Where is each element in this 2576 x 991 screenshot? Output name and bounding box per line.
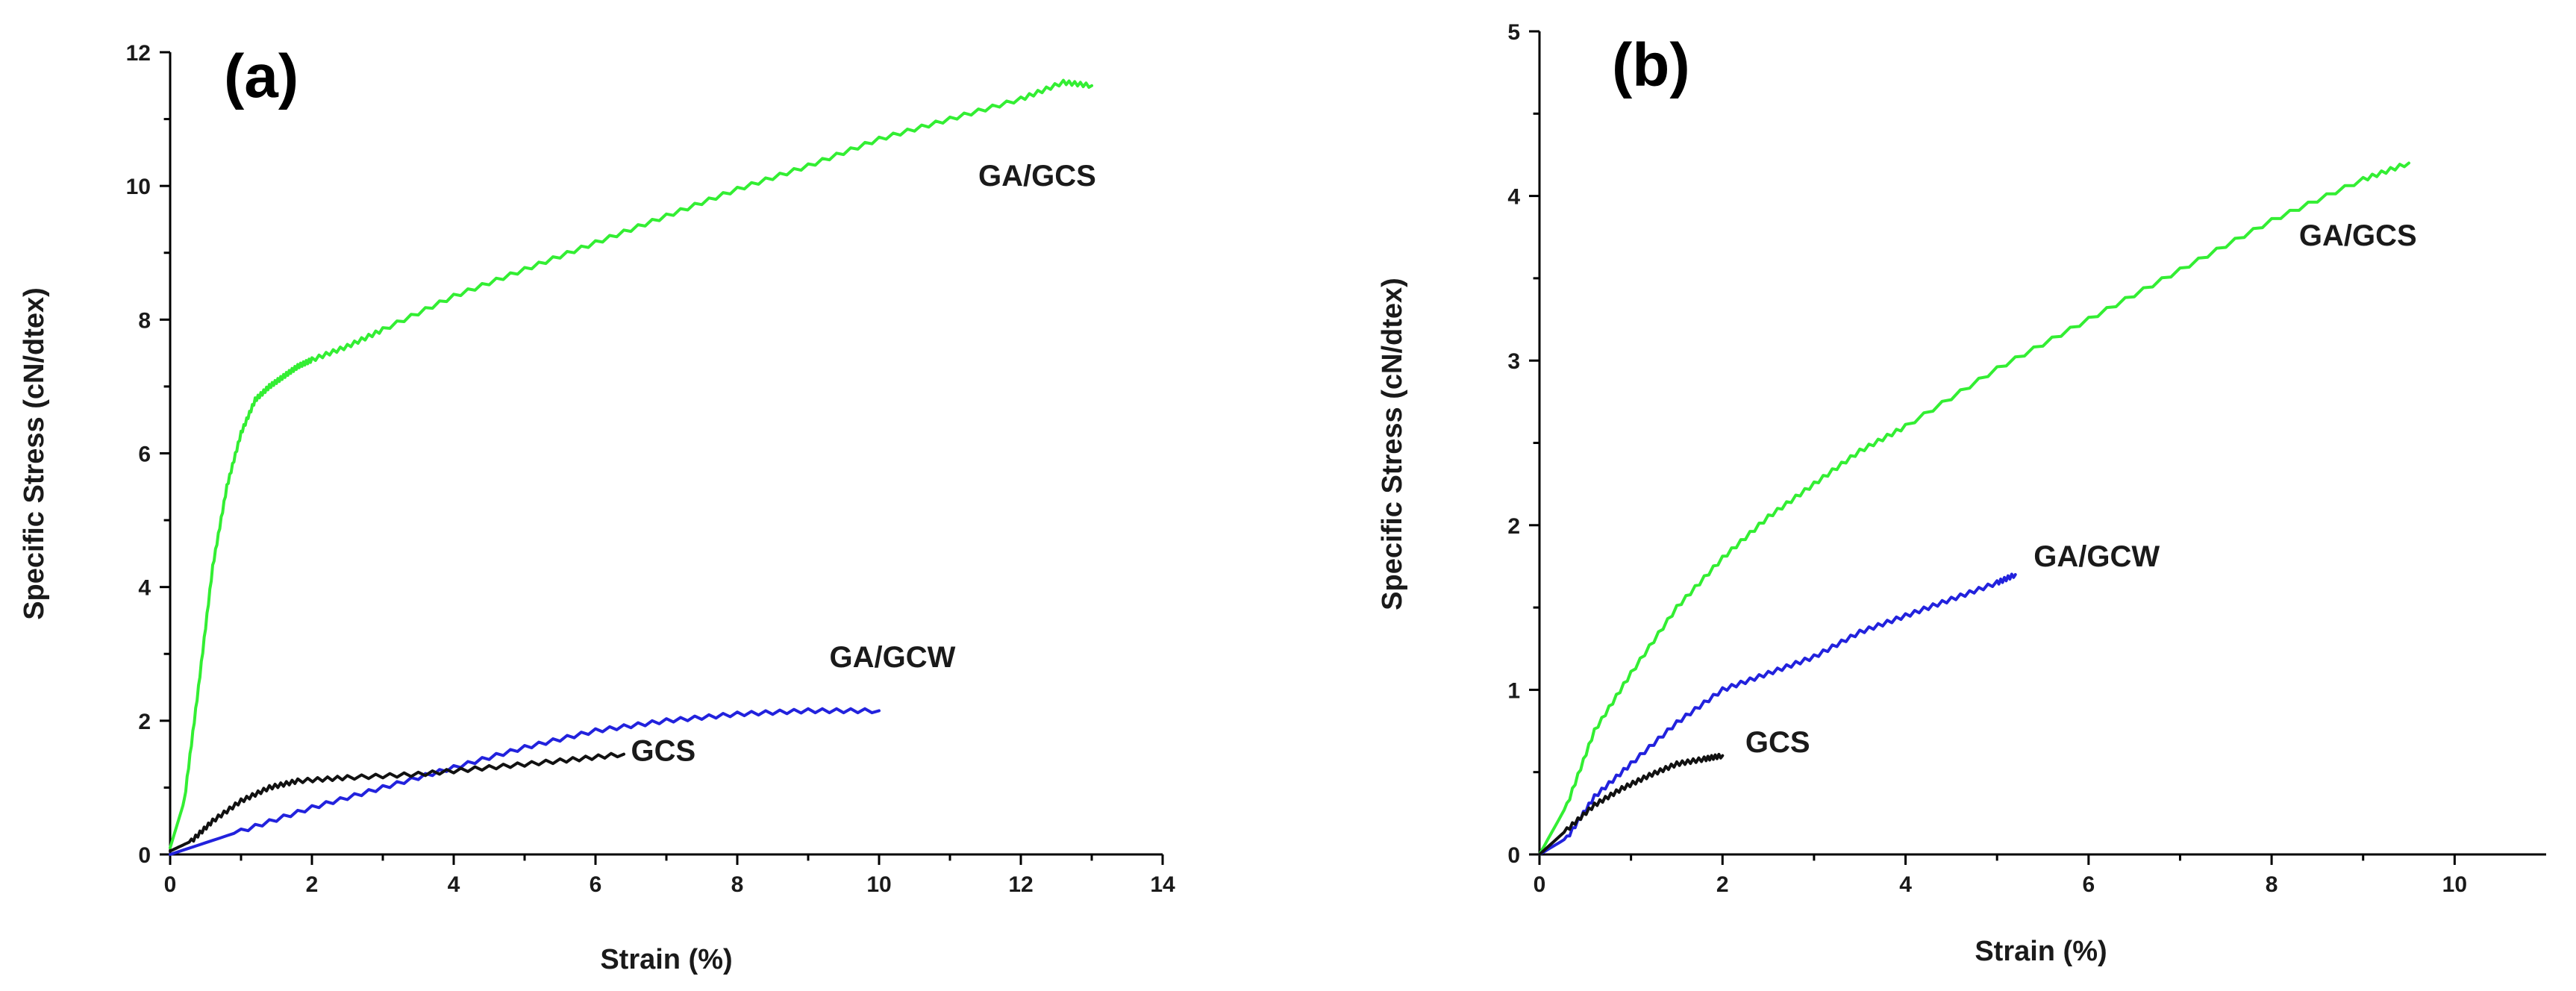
y-tick-label: 4: [138, 576, 151, 601]
y-tick-label: 1: [1507, 678, 1520, 703]
y-tick-label: 0: [1507, 843, 1520, 868]
series-line-ga-gcw: [1538, 572, 2017, 856]
y-tick-label: 2: [1507, 514, 1520, 539]
series-label: GA/GCW: [2033, 540, 2160, 573]
x-tick-label: 8: [731, 872, 744, 897]
x-tick-label: 6: [2082, 872, 2095, 897]
y-axis-title: Specific Stress (cN/dtex): [1377, 278, 1408, 610]
x-tick-label: 10: [866, 872, 891, 897]
chart-panel-a: 0 2 4 6 8 10 12 14 0 2 4 6 8 10 12 Strain (%) Specific S…: [19, 41, 1175, 975]
y-tick-label: 0: [138, 843, 151, 868]
y-axis-title: Specific Stress (cN/dtex): [19, 287, 50, 620]
panel-label: (a): [224, 43, 298, 110]
series-label: GCS: [631, 735, 696, 768]
x-tick-label: 14: [1150, 872, 1175, 897]
x-tick-label: 10: [2442, 872, 2467, 897]
x-axis-title: Strain (%): [1975, 936, 2107, 967]
series-label: GCS: [1745, 726, 1810, 759]
x-tick-label: 0: [1534, 872, 1546, 897]
x-tick-label: 4: [448, 872, 460, 897]
y-tick-label: 8: [138, 308, 151, 333]
y-tick-label: 6: [138, 443, 151, 467]
x-tick-label: 12: [1008, 872, 1033, 897]
series-line-ga-gcs: [1538, 161, 2410, 856]
series-line-gcs: [169, 751, 625, 853]
y-tick-label: 2: [138, 710, 151, 734]
y-tick-label: 12: [126, 41, 151, 66]
y-tick-label: 4: [1507, 185, 1520, 210]
chart-panel-b: 0 2 4 6 8 10 0 1 2 3 4 5 Strain (%) Specific Stress (…: [1377, 20, 2546, 967]
x-axis-title: Strain (%): [600, 944, 732, 975]
y-tick-label: 3: [1507, 349, 1520, 374]
y-tick-label: 10: [126, 175, 151, 199]
x-tick-label: 6: [590, 872, 602, 897]
y-tick-label: 5: [1507, 20, 1520, 45]
series-label: GA/GCW: [830, 641, 956, 674]
x-tick-label: 2: [306, 872, 319, 897]
series-line-ga-gcs: [169, 78, 1093, 849]
series-label: GA/GCS: [2299, 219, 2417, 252]
series-line-ga-gcw: [169, 707, 881, 856]
panel-label: (b): [1612, 31, 1690, 99]
x-tick-label: 2: [1716, 872, 1729, 897]
x-tick-label: 0: [164, 872, 177, 897]
series-label: GA/GCS: [978, 160, 1096, 193]
series-line-gcs: [1538, 752, 1725, 856]
x-tick-label: 8: [2266, 872, 2278, 897]
x-tick-label: 4: [1899, 872, 1912, 897]
